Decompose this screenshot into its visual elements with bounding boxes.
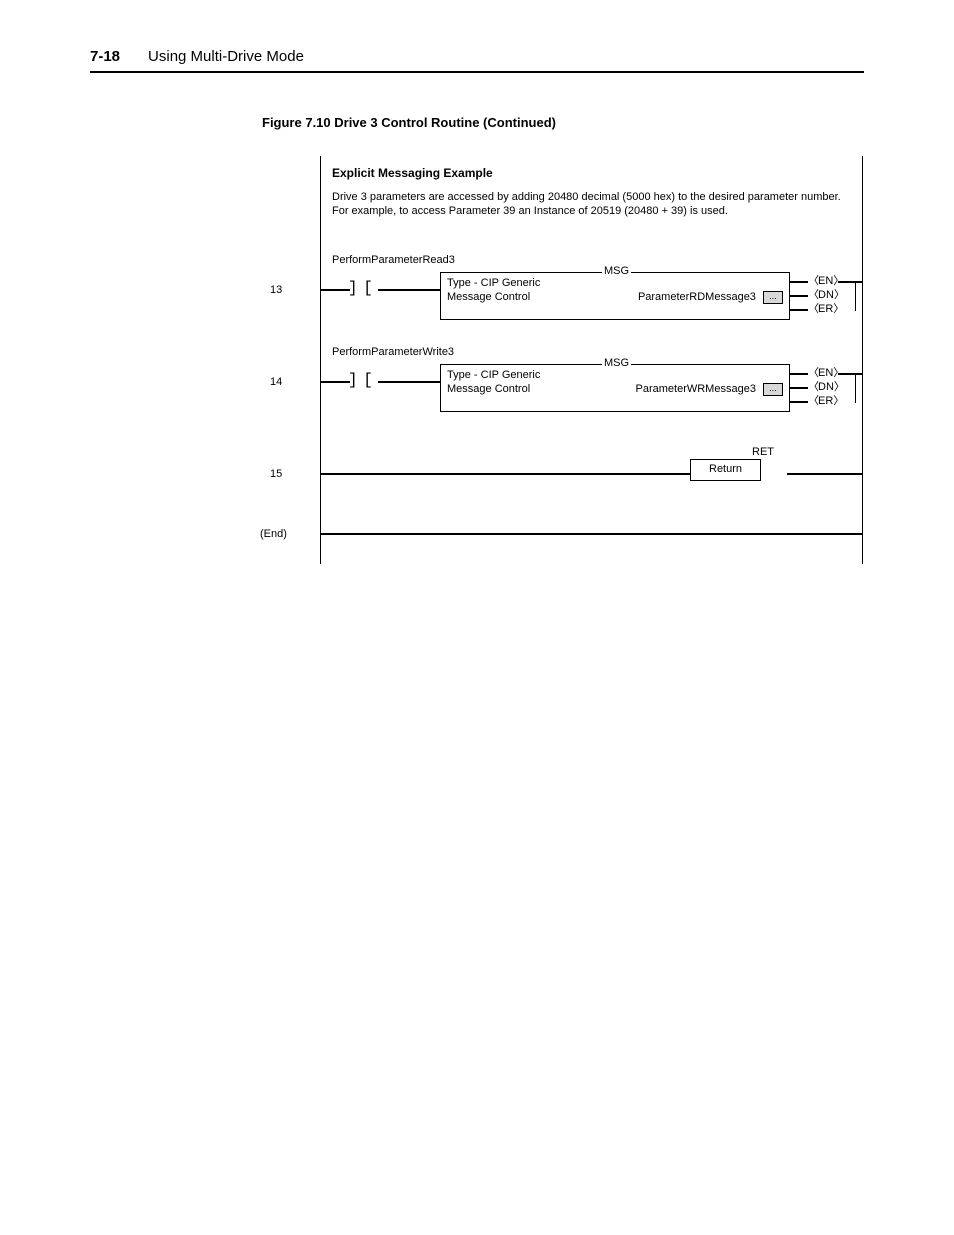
page-number: 7-18 xyxy=(90,48,120,65)
status-en: EN xyxy=(818,275,833,287)
page-header: 7-18 Using Multi-Drive Mode xyxy=(90,48,864,73)
rail-segment xyxy=(378,381,440,383)
ellipsis-button[interactable]: ... xyxy=(763,291,783,304)
status-en: EN xyxy=(818,367,833,379)
msg-type-line: Type - CIP Generic xyxy=(447,277,783,291)
msg-box-label: MSG xyxy=(602,357,631,371)
rail-segment xyxy=(790,309,808,311)
rung-number-15: 15 xyxy=(270,468,282,482)
right-rail xyxy=(862,156,863,564)
status-dn: DN xyxy=(818,289,834,301)
rail-segment xyxy=(320,533,862,535)
tag-read3: PerformParameterRead3 xyxy=(332,254,455,268)
msg-control-value: ParameterRDMessage3 xyxy=(638,291,756,303)
status-er: ER xyxy=(818,303,833,315)
ladder-diagram: Explicit Messaging Example Drive 3 param… xyxy=(230,156,870,576)
ellipsis-button[interactable]: ... xyxy=(763,383,783,396)
xic-contact: ] [ xyxy=(348,278,371,298)
status-dn: DN xyxy=(818,381,834,393)
status-stack-14: 〈EN〉 〈DN〉 〈ER〉 xyxy=(808,366,844,408)
chapter-title: Using Multi-Drive Mode xyxy=(148,48,304,65)
tag-write3: PerformParameterWrite3 xyxy=(332,346,454,360)
rail-segment xyxy=(790,295,808,297)
status-stack-13: 〈EN〉 〈DN〉 〈ER〉 xyxy=(808,274,844,316)
rail-segment xyxy=(790,387,808,389)
msg-instruction-write: Type - CIP Generic Message Control Param… xyxy=(440,364,790,412)
ret-box-label: RET xyxy=(750,446,776,460)
rail-segment xyxy=(855,373,856,403)
rail-segment xyxy=(378,289,440,291)
rail-segment xyxy=(855,281,856,311)
return-text: Return xyxy=(709,463,742,475)
routine-title: Explicit Messaging Example xyxy=(332,166,852,181)
end-label: (End) xyxy=(260,528,287,542)
msg-control-label: Message Control xyxy=(447,291,530,305)
msg-control-value: ParameterWRMessage3 xyxy=(636,383,756,395)
status-er: ER xyxy=(818,395,833,407)
return-instruction: Return xyxy=(690,459,761,481)
rail-segment xyxy=(787,473,862,475)
page: 7-18 Using Multi-Drive Mode Figure 7.10 … xyxy=(0,0,954,1235)
routine-header-block: Explicit Messaging Example Drive 3 param… xyxy=(332,166,852,219)
routine-description: Drive 3 parameters are accessed by addin… xyxy=(332,191,852,219)
rung-number-14: 14 xyxy=(270,376,282,390)
rail-segment xyxy=(790,401,808,403)
xic-contact: ] [ xyxy=(348,370,371,390)
msg-type-line: Type - CIP Generic xyxy=(447,369,783,383)
msg-control-label: Message Control xyxy=(447,383,530,397)
msg-instruction-read: Type - CIP Generic Message Control Param… xyxy=(440,272,790,320)
figure-caption: Figure 7.10 Drive 3 Control Routine (Con… xyxy=(262,115,864,130)
rail-segment xyxy=(790,281,808,283)
rail-segment xyxy=(320,473,690,475)
left-rail xyxy=(320,156,321,564)
rail-segment xyxy=(320,289,350,291)
rung-number-13: 13 xyxy=(270,284,282,298)
rail-segment xyxy=(790,373,808,375)
rail-segment xyxy=(320,381,350,383)
msg-box-label: MSG xyxy=(602,265,631,279)
